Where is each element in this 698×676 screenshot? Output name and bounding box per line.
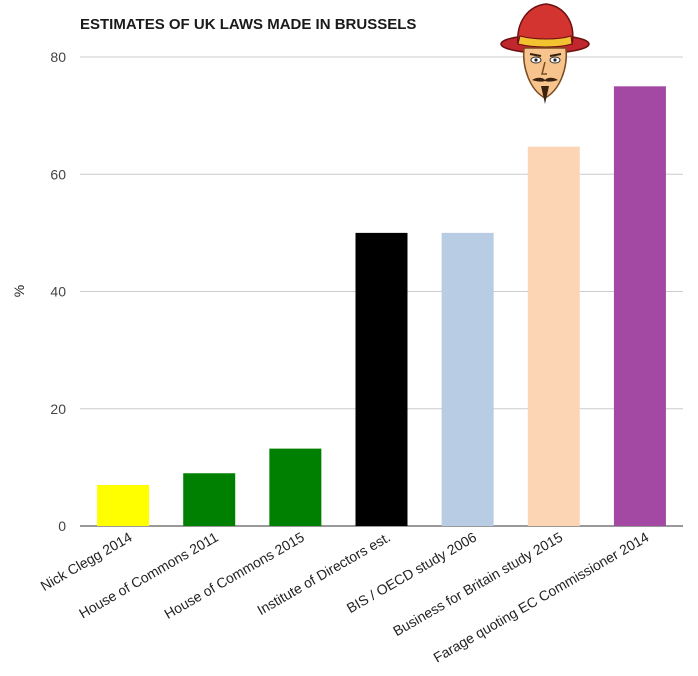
x-category-label: House of Commons 2011 [76, 529, 221, 622]
y-tick-label: 0 [58, 518, 66, 534]
bar [183, 473, 236, 526]
chart-title: ESTIMATES OF UK LAWS MADE IN BRUSSELS [80, 16, 416, 33]
bar [97, 484, 150, 526]
bar [269, 448, 322, 526]
x-category-label: Business for Britain study 2015 [390, 529, 565, 639]
y-tick-label: 60 [50, 166, 66, 182]
y-tick-label: 20 [50, 401, 66, 417]
x-category-label: House of Commons 2015 [161, 529, 307, 622]
bars [97, 86, 666, 527]
y-axis-ticks: 0 20 40 60 80 [50, 49, 66, 534]
bar [441, 232, 494, 526]
bar [527, 146, 580, 527]
jester-cartoon-icon [500, 3, 590, 104]
y-tick-label: 40 [50, 284, 66, 300]
bar [613, 86, 666, 526]
bar [355, 232, 408, 526]
y-axis-label: % [11, 285, 27, 297]
y-tick-label: 80 [50, 49, 66, 65]
